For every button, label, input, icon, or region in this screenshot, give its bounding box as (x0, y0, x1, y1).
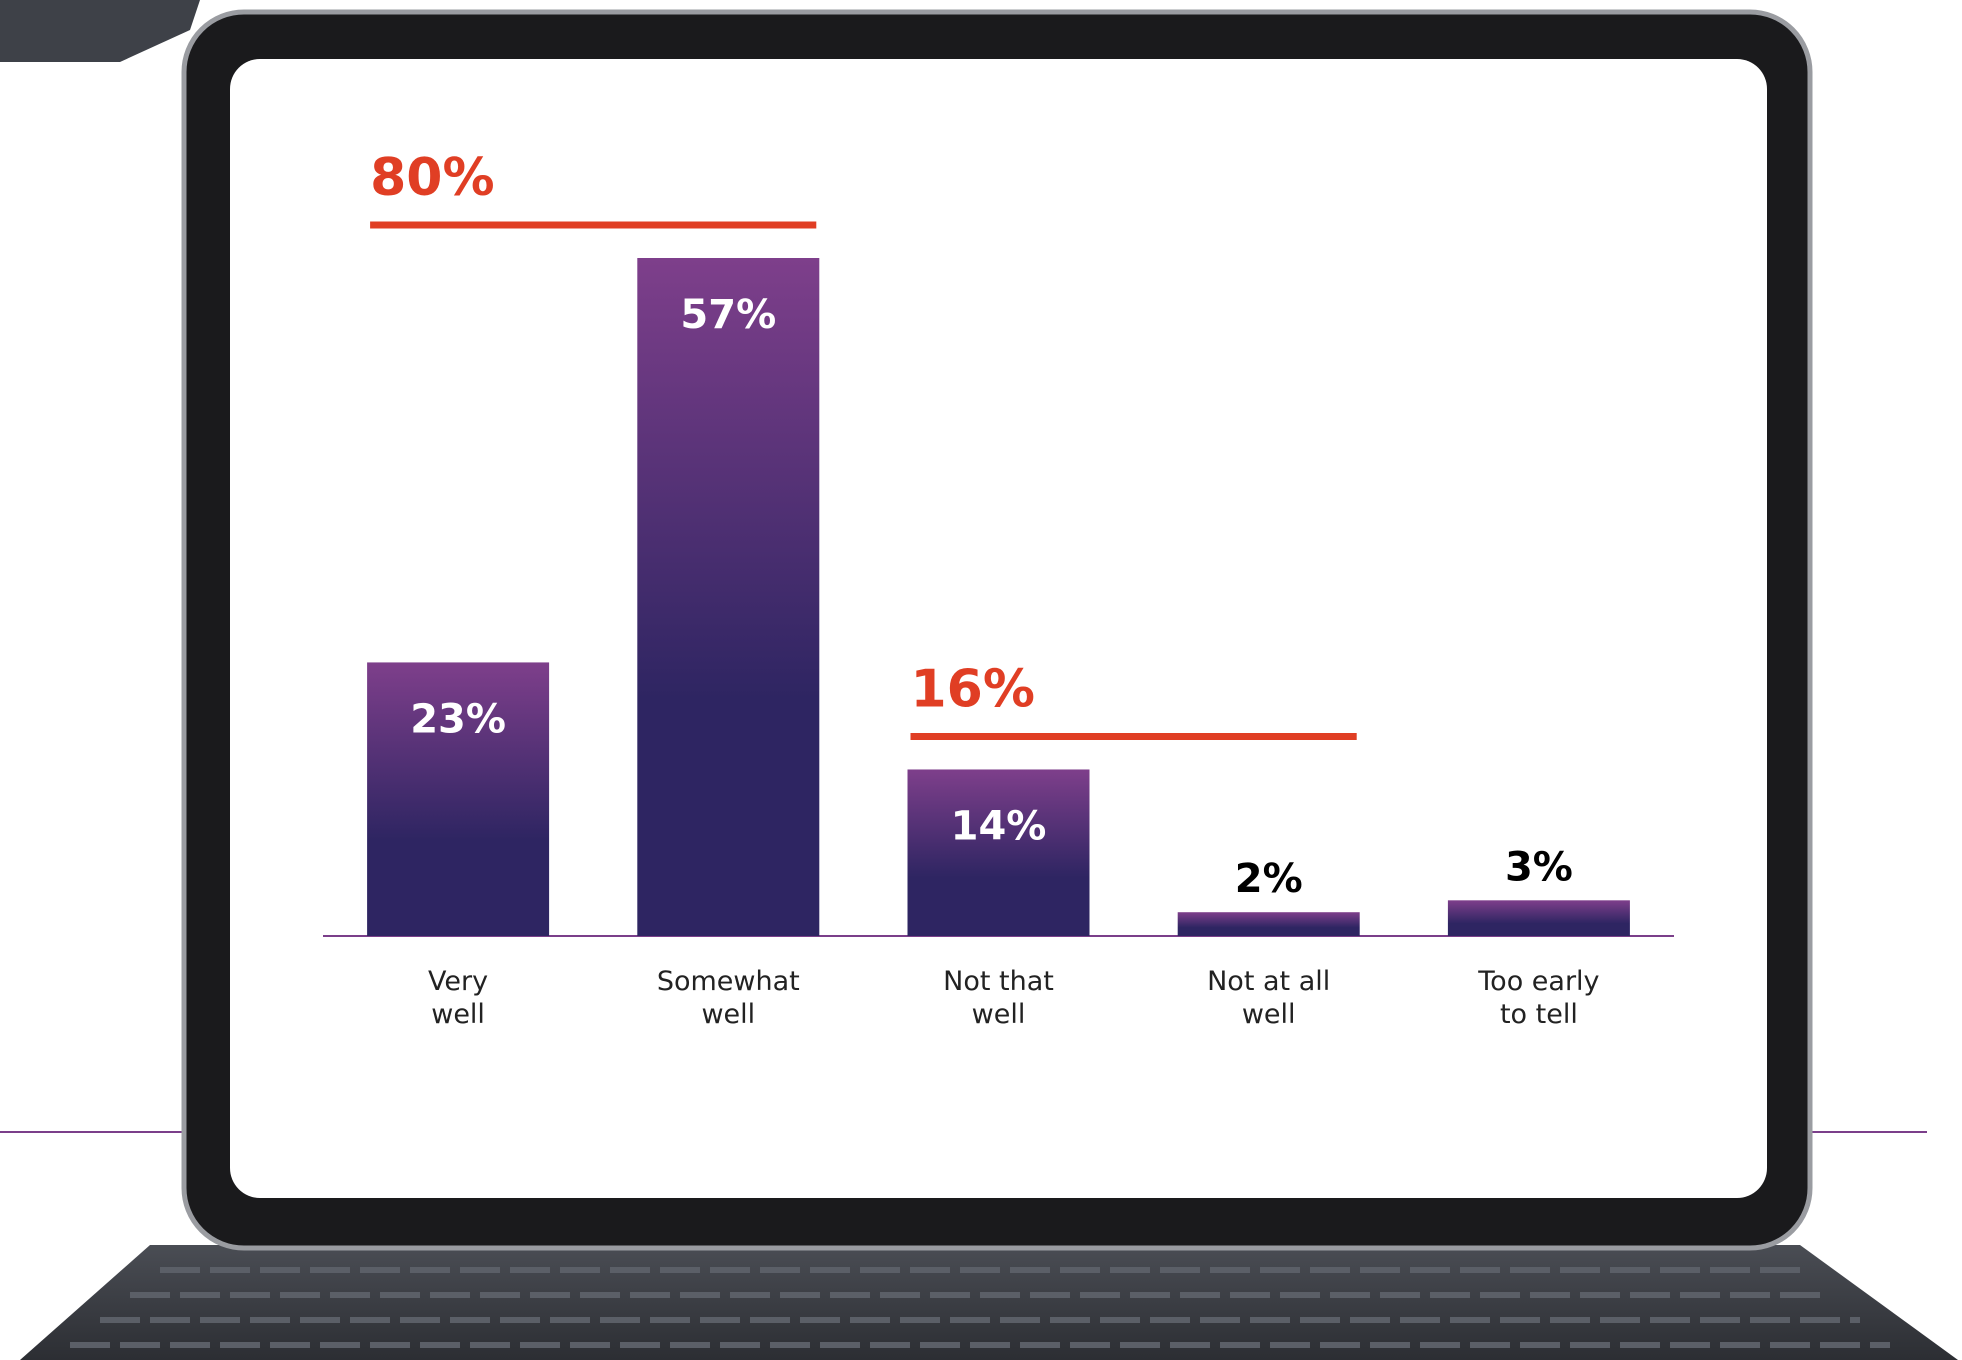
x-tick-label: Not that well (943, 966, 1054, 1030)
keyboard (20, 1245, 1958, 1360)
value-label: 14% (951, 803, 1047, 849)
x-tick-label: Not at all well (1207, 966, 1330, 1030)
bar (1177, 912, 1360, 936)
bracket-label: 16% (911, 659, 1035, 719)
bar (1447, 900, 1630, 936)
value-label: 57% (680, 292, 776, 338)
value-label: 3% (1505, 844, 1573, 890)
bracket-label: 80% (370, 148, 494, 208)
x-tick-label: Somewhat well (657, 966, 800, 1030)
bar (907, 769, 1090, 936)
keyboard-corner (0, 0, 200, 62)
x-tick-label: Very well (428, 966, 488, 1030)
bar (367, 662, 550, 936)
keyboard-keys (70, 1267, 1890, 1348)
tablet-screen (230, 59, 1767, 1198)
value-label: 2% (1235, 856, 1303, 902)
bar (637, 258, 820, 936)
chart: 23% Very well 57% Somewhat well 14% Not that wel… (323, 148, 1674, 1030)
x-tick-label: Too early to tell (1477, 966, 1599, 1030)
value-label: 23% (410, 696, 506, 742)
